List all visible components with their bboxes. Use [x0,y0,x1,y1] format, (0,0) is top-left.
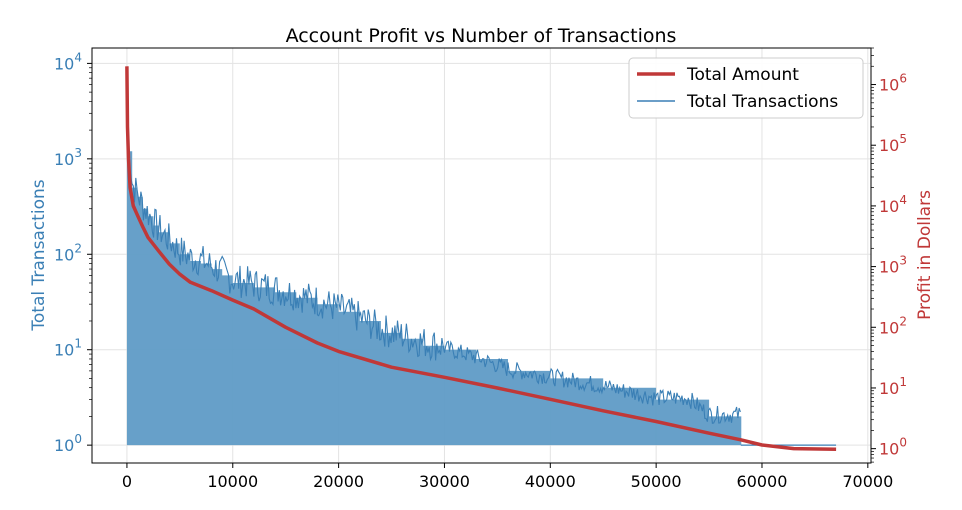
y-right-tick-label: 106 [879,72,907,95]
x-tick-label: 70000 [842,472,893,491]
y-left-tick-label: 104 [54,50,82,73]
plot-area [125,66,837,451]
amount-line [125,66,837,451]
x-tick-label: 10000 [207,472,258,491]
y-right-tick-label: 101 [879,375,907,398]
plot-frame [91,47,872,464]
y-left-tick-label: 100 [54,432,82,455]
x-tick-label: 30000 [419,472,470,491]
y-right-tick-label: 105 [879,132,907,155]
y-right-tick-label: 103 [879,254,907,277]
y-right-tick-label: 104 [879,193,907,216]
y-left-tick-label: 102 [54,241,82,264]
y-left-tick-label: 103 [54,146,82,169]
y-axis-right-label: Profit in Dollars [915,190,935,320]
y-right-tick-label: 100 [879,436,907,459]
transactions-area [126,72,837,446]
chart-title: Account Profit vs Number of Transactions [286,25,677,47]
x-tick-label: 60000 [737,472,788,491]
legend-label-amount: Total Amount [686,65,799,85]
x-tick-label: 40000 [525,472,576,491]
y-left-tick-label: 101 [54,337,82,360]
x-tick-label: 0 [122,472,132,491]
transactions-line [126,69,741,424]
y-right-tick-label: 102 [879,314,907,337]
x-tick-label: 50000 [631,472,682,491]
legend-box [628,57,864,119]
y-axis-left-label: Total Transactions [29,179,49,331]
legend: Total Amount Total Transactions [628,57,864,119]
legend-label-transactions: Total Transactions [686,92,838,112]
x-tick-label: 20000 [313,472,364,491]
